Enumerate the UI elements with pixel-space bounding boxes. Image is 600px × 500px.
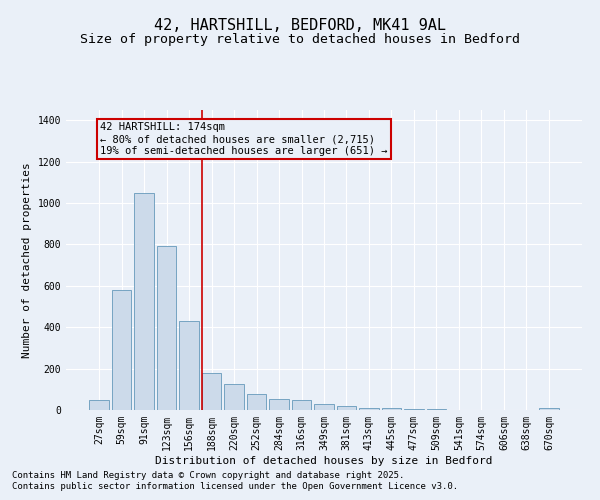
Bar xyxy=(359,408,379,410)
Bar xyxy=(404,409,424,410)
X-axis label: Distribution of detached houses by size in Bedford: Distribution of detached houses by size … xyxy=(155,456,493,466)
Bar xyxy=(269,398,289,410)
Bar xyxy=(202,373,221,410)
Bar xyxy=(134,193,154,410)
Text: 42, HARTSHILL, BEDFORD, MK41 9AL: 42, HARTSHILL, BEDFORD, MK41 9AL xyxy=(154,18,446,32)
Bar xyxy=(337,406,356,410)
Bar xyxy=(112,290,131,410)
Bar xyxy=(314,404,334,410)
Bar xyxy=(247,394,266,410)
Bar xyxy=(539,408,559,410)
Bar xyxy=(224,384,244,410)
Bar xyxy=(382,408,401,410)
Bar xyxy=(89,400,109,410)
Text: 42 HARTSHILL: 174sqm
← 80% of detached houses are smaller (2,715)
19% of semi-de: 42 HARTSHILL: 174sqm ← 80% of detached h… xyxy=(100,122,388,156)
Text: Contains HM Land Registry data © Crown copyright and database right 2025.: Contains HM Land Registry data © Crown c… xyxy=(12,471,404,480)
Y-axis label: Number of detached properties: Number of detached properties xyxy=(22,162,32,358)
Text: Contains public sector information licensed under the Open Government Licence v3: Contains public sector information licen… xyxy=(12,482,458,491)
Bar xyxy=(292,400,311,410)
Text: Size of property relative to detached houses in Bedford: Size of property relative to detached ho… xyxy=(80,32,520,46)
Bar xyxy=(179,321,199,410)
Bar xyxy=(157,246,176,410)
